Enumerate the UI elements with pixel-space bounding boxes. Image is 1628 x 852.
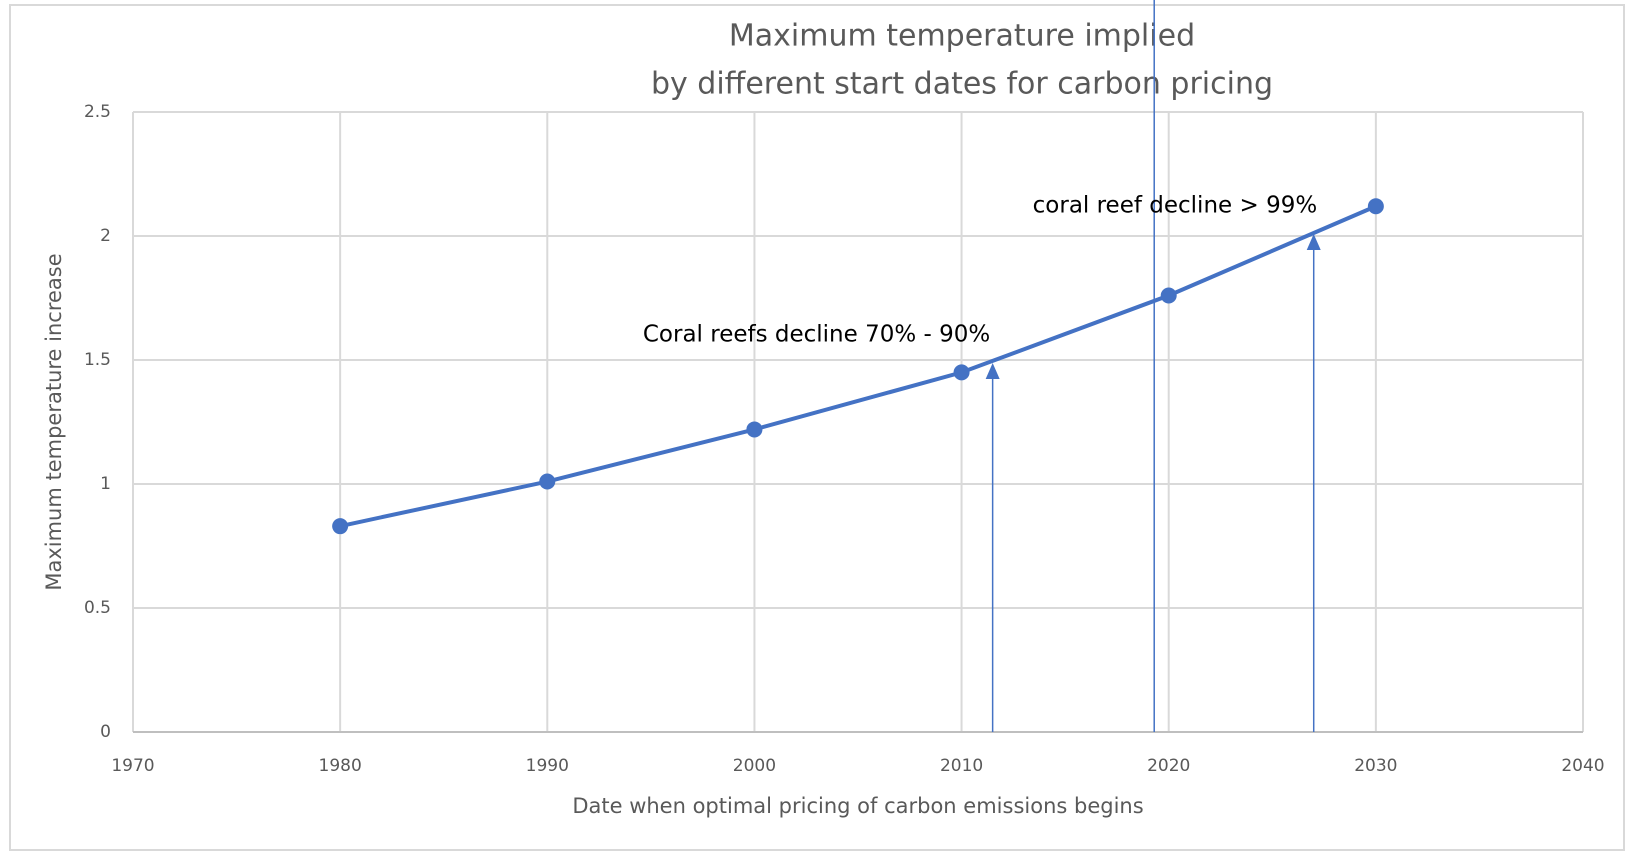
- y-tick-label: 0.5: [84, 598, 111, 618]
- data-point: [1160, 287, 1177, 304]
- x-tick-label: 2020: [1147, 756, 1190, 776]
- y-tick-label: 0: [100, 722, 111, 742]
- data-point: [539, 473, 556, 490]
- x-tick-label: 2010: [940, 756, 983, 776]
- data-point: [1367, 198, 1384, 215]
- data-point: [953, 364, 970, 381]
- y-tick-label: 2: [100, 226, 111, 246]
- y-tick-label: 2.5: [84, 102, 111, 122]
- x-tick-label: 1970: [111, 756, 154, 776]
- x-tick-label: 2030: [1354, 756, 1397, 776]
- annotation-text: coral reef decline > 99%: [1033, 193, 1318, 219]
- x-tick-label: 2040: [1561, 756, 1604, 776]
- arrow-head: [985, 362, 1000, 379]
- data-point: [746, 421, 763, 438]
- data-point: [332, 518, 349, 535]
- x-tick-label: 1990: [526, 756, 569, 776]
- y-tick-label: 1.5: [84, 350, 111, 370]
- y-tick-label: 1: [100, 474, 111, 494]
- x-axis-title: Date when optimal pricing of carbon emis…: [572, 794, 1143, 818]
- annotation-text: Coral reefs decline 70% - 90%: [643, 322, 990, 348]
- chart-title-line: by different start dates for carbon pric…: [651, 67, 1273, 102]
- x-tick-label: 1980: [319, 756, 362, 776]
- y-axis-title: Maximum temperature increase: [42, 253, 66, 590]
- chart-title-line: Maximum temperature implied: [729, 19, 1195, 54]
- series-line: [339, 204, 1377, 529]
- arrow-head: [1306, 234, 1321, 250]
- x-tick-label: 2000: [733, 756, 776, 776]
- chart-frame: [9, 4, 1625, 851]
